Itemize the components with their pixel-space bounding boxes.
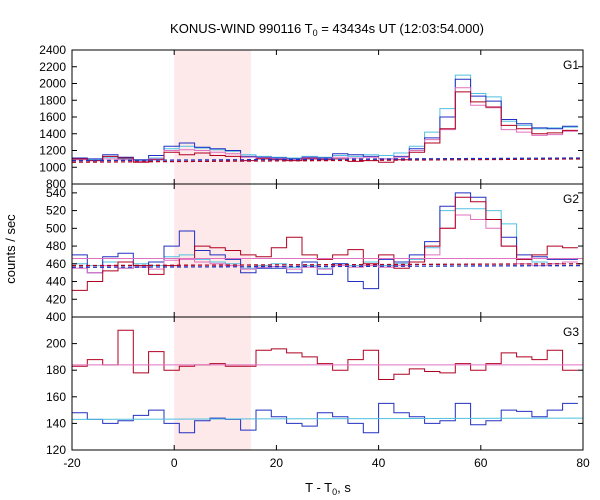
y-tick-label: 1200 — [39, 144, 66, 158]
panel-frame — [71, 49, 584, 185]
panel-g3: 120 140 160 180 200 -20 0 20 40 60 80 G3 — [46, 316, 590, 470]
series-g3-step-0 — [72, 329, 578, 380]
panel-frame — [71, 183, 584, 318]
series-g1-step-1 — [72, 78, 578, 161]
series-g2-step-2 — [72, 214, 578, 274]
y-tick-label: 1000 — [39, 160, 66, 174]
y-tick-label: 440 — [46, 275, 66, 289]
y-tick-label: 1800 — [39, 93, 66, 107]
series-g1-step-3 — [72, 91, 578, 163]
y-tick-label: 520 — [46, 204, 66, 218]
x-tick-label: 20 — [270, 456, 284, 470]
y-tick-label: 2000 — [39, 77, 66, 91]
y-tick-label: 140 — [46, 416, 66, 430]
y-tick-label: 460 — [46, 257, 66, 271]
y-tick-label: 420 — [46, 292, 66, 306]
highlight-interval — [174, 50, 251, 184]
panel-label: G3 — [563, 325, 579, 339]
panel-g2: 400 420 440 460 480 500 520 540 G2 — [46, 183, 584, 324]
x-tick-label: -20 — [63, 456, 81, 470]
series-g1-step-2 — [72, 87, 578, 162]
x-tick-label: 40 — [372, 456, 386, 470]
series-g1-step-0 — [72, 74, 578, 162]
y-tick-label: 1600 — [39, 110, 66, 124]
panel-g1: 800 1000 1200 1400 1600 1800 2000 2200 2400 G1 — [39, 43, 584, 191]
y-tick-label: 1400 — [39, 127, 66, 141]
y-tick-label: 500 — [46, 221, 66, 235]
y-tick-label: 800 — [46, 177, 66, 191]
x-tick-label: 80 — [576, 456, 590, 470]
y-tick-label: 400 — [46, 310, 66, 324]
series-g2-step-1 — [72, 192, 578, 290]
xlabel-subscript: 0 — [332, 487, 337, 497]
series-g3-flat-3 — [71, 417, 584, 420]
chart-title: KONUS-WIND 990116 T0 = 43434s UT (12:03:… — [170, 21, 484, 38]
x-axis-label: T - T0, s — [305, 480, 351, 497]
series-g1-dashed-4 — [71, 158, 584, 163]
highlight-interval — [174, 317, 251, 450]
series-g2-dashed-5 — [71, 263, 584, 267]
x-tick-label: 0 — [171, 456, 178, 470]
y-tick-label: 2200 — [39, 60, 66, 74]
panel-label: G1 — [563, 58, 579, 72]
series-g2-step-3 — [72, 196, 578, 291]
y-tick-label: 540 — [46, 186, 66, 200]
y-tick-label: 200 — [46, 337, 66, 351]
panels-group: 80010001200140016001800200022002400G1400… — [39, 43, 590, 470]
title-subscript: 0 — [313, 28, 318, 38]
y-tick-label: 160 — [46, 390, 66, 404]
panel-frame — [71, 316, 584, 451]
series-g2-dashed-6 — [71, 264, 584, 268]
y-tick-label: 180 — [46, 363, 66, 377]
x-tick-label: 60 — [474, 456, 488, 470]
y-tick-label: 120 — [46, 443, 66, 457]
y-tick-label: 2400 — [39, 43, 66, 57]
y-tick-label: 480 — [46, 239, 66, 253]
series-g3-step-1 — [72, 402, 578, 434]
y-axis-label: counts / sec — [3, 214, 18, 284]
series-g1-dashed-5 — [71, 157, 584, 162]
panel-label: G2 — [563, 192, 579, 206]
